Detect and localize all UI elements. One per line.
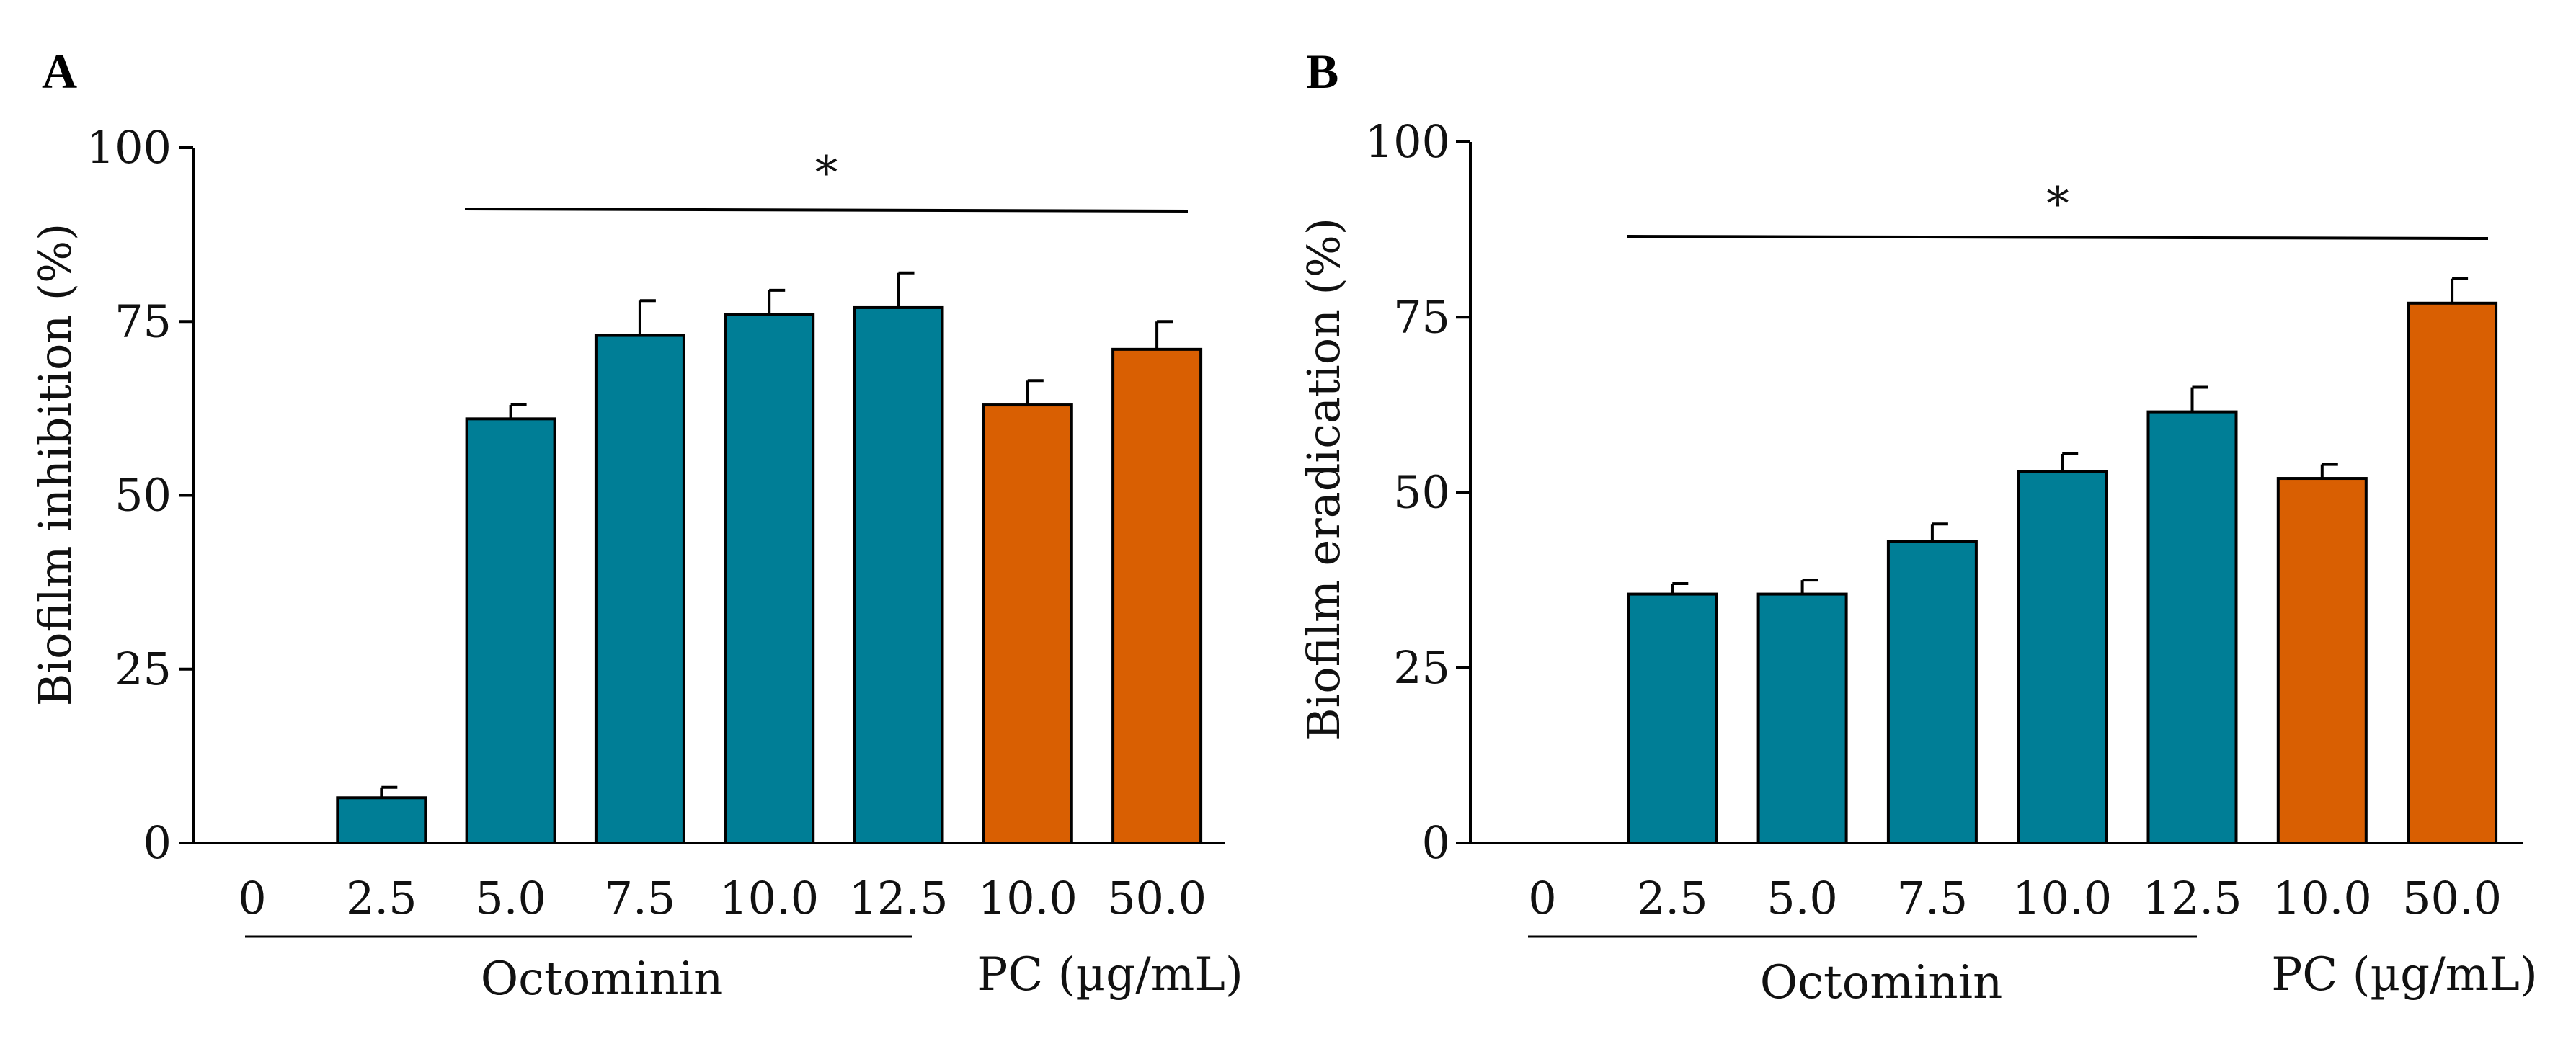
x-tick-label-b-1: 2.5	[1637, 872, 1708, 924]
bar-a-pc-6	[982, 403, 1073, 844]
x-tick-label-a-0: 0	[238, 872, 266, 924]
significance-line-a	[464, 208, 1189, 213]
significance-star-a: *	[815, 147, 838, 200]
bar-a-octominin-3	[594, 334, 685, 844]
bar-b-octominin-5	[2146, 410, 2238, 844]
x-tick-label-b-6: 10.0	[2273, 872, 2372, 924]
x-tick-label-a-1: 2.5	[346, 872, 417, 924]
y-tick-label-a-0: 0	[143, 816, 172, 869]
y-axis-label-b: Biofilm eradication (%)	[1297, 218, 1350, 741]
y-tick-label-a-3: 75	[115, 295, 172, 347]
bar-b-pc-6	[2276, 477, 2368, 844]
x-tick-label-a-7: 50.0	[1107, 872, 1207, 924]
bar-a-octominin-4	[724, 313, 815, 845]
bar-a-octominin-5	[853, 305, 944, 844]
bar-b-octominin-4	[2017, 470, 2108, 844]
y-tick-label-b-1: 25	[1393, 641, 1450, 694]
y-tick-label-a-4: 100	[86, 121, 172, 174]
group-label-pc-b: PC (µg/mL)	[2271, 948, 2538, 1001]
bar-b-octominin-2	[1756, 592, 1848, 845]
bar-a-octominin-1	[336, 796, 427, 845]
y-tick-label-b-4: 100	[1365, 115, 1450, 168]
x-tick-label-a-5: 12.5	[848, 872, 948, 924]
y-axis-label-a: Biofilm inhibition (%)	[29, 223, 81, 706]
bar-a-octominin-2	[465, 417, 556, 844]
bars-layer-a: 0 25 50 75 100 0 2.5 5.0 7.5 10.0 12.5 10.0 50.0 *	[86, 121, 1207, 924]
group-label-pc-a: PC (µg/mL)	[977, 948, 1243, 1001]
y-tick-label-b-3: 75	[1393, 290, 1450, 343]
bar-b-pc-7	[2407, 301, 2498, 845]
x-tick-label-b-3: 7.5	[1897, 872, 1968, 924]
bar-a-pc-7	[1111, 347, 1203, 845]
x-tick-label-a-2: 5.0	[475, 872, 546, 924]
significance-line-b	[1627, 235, 2489, 240]
panel-letter-b: B	[1306, 44, 1338, 99]
chart-panel-b: B Biofilm eradication (%) Octominin PC (…	[1297, 44, 2538, 1009]
bar-b-octominin-1	[1627, 592, 1718, 845]
x-tick-label-b-7: 50.0	[2402, 872, 2502, 924]
y-tick-label-b-2: 50	[1393, 466, 1450, 519]
panel-letter-a: A	[42, 44, 77, 99]
group-label-octominin-b: Octominin	[1760, 956, 2003, 1009]
chart-panel-a: A Biofilm inhibition (%) Octominin PC (µ…	[29, 44, 1243, 1006]
group-label-octominin-a: Octominin	[481, 952, 724, 1006]
x-tick-label-a-4: 10.0	[719, 872, 819, 924]
y-tick-label-a-1: 25	[115, 643, 172, 695]
x-tick-label-a-3: 7.5	[605, 872, 676, 924]
x-tick-label-b-5: 12.5	[2142, 872, 2242, 924]
x-tick-label-a-6: 10.0	[978, 872, 1078, 924]
bars-layer-b: 0 25 50 75 100 0 2.5 5.0 7.5 10.0 12.5 10.0 50.0 *	[1365, 115, 2502, 924]
x-tick-label-b-4: 10.0	[2012, 872, 2112, 924]
y-tick-label-b-0: 0	[1422, 816, 1450, 869]
x-tick-label-b-2: 5.0	[1767, 872, 1838, 924]
bar-b-octominin-3	[1886, 540, 1978, 844]
significance-star-b: *	[2046, 178, 2069, 231]
x-tick-label-b-0: 0	[1528, 872, 1556, 924]
y-tick-label-a-2: 50	[115, 469, 172, 522]
